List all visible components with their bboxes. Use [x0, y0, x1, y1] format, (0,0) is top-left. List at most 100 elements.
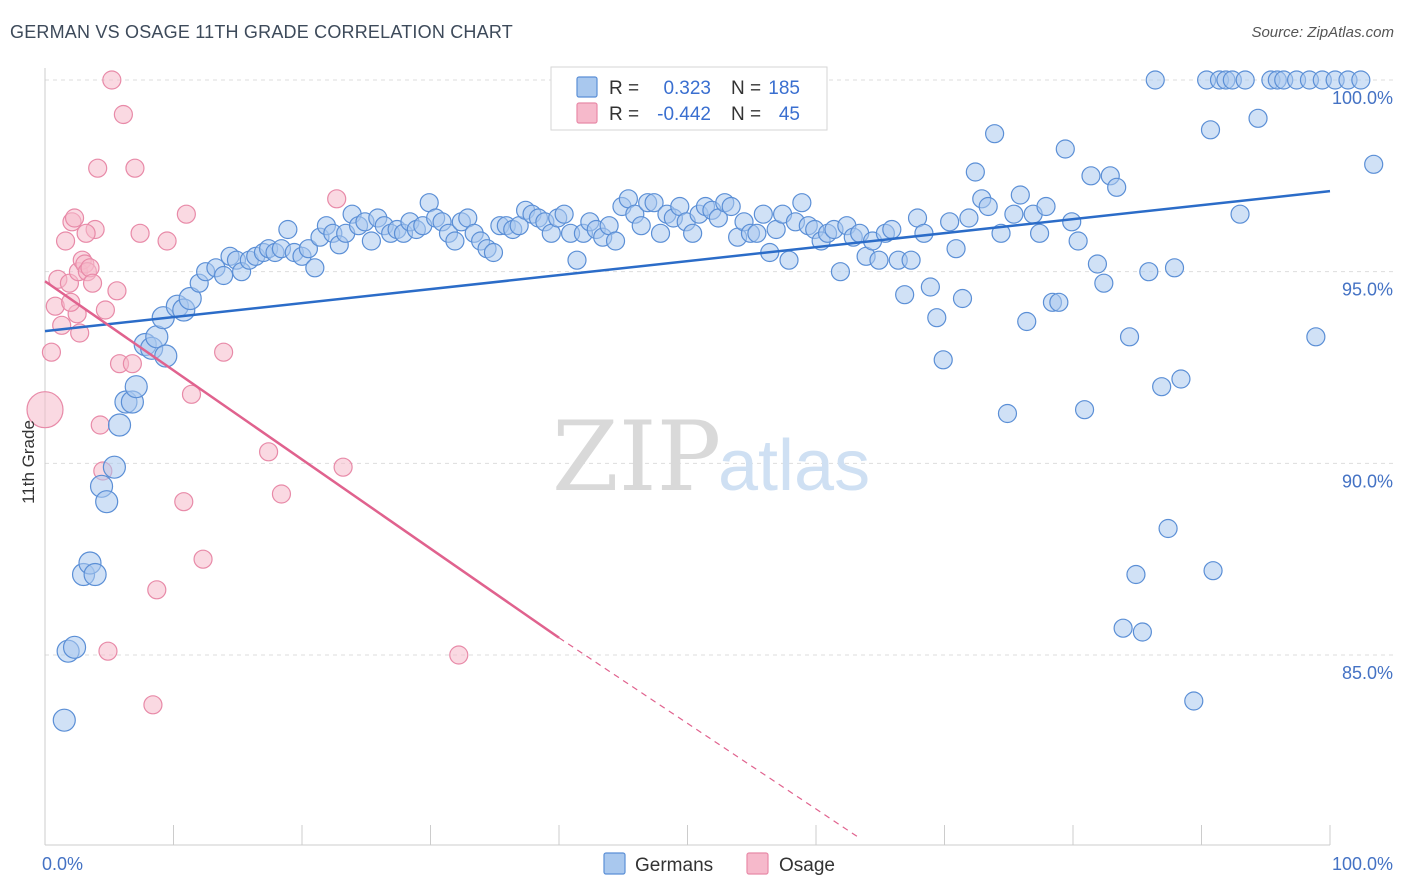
- german-point-2: [62, 635, 87, 659]
- german-point-174: [1184, 691, 1204, 711]
- osage-point-40: [333, 457, 353, 477]
- german-point-148: [1010, 185, 1030, 205]
- german-point-131: [901, 250, 921, 270]
- watermark-zip: ZIP: [552, 401, 721, 513]
- german-point-130: [895, 285, 915, 305]
- german-point-192: [1306, 327, 1326, 347]
- german-point-155: [1055, 139, 1075, 159]
- german-point-7: [95, 490, 119, 514]
- osage-point-4: [52, 315, 72, 335]
- german-point-89: [631, 216, 651, 236]
- osage-point-16: [82, 273, 103, 293]
- legend-bottom-swatch-germans: [603, 852, 626, 875]
- y-tick-label-3: 85.0%: [1342, 663, 1393, 683]
- y-tick-label-0: 100.0%: [1332, 88, 1393, 108]
- legend-r-label-germans: R =: [609, 78, 639, 99]
- legend-swatch-germans: [576, 76, 598, 98]
- german-point-137: [940, 212, 960, 232]
- german-point-5: [83, 562, 107, 587]
- osage-point-39: [327, 189, 347, 209]
- german-point-160: [1087, 254, 1108, 274]
- german-point-193: [1200, 120, 1221, 140]
- german-point-168: [1139, 262, 1159, 282]
- osage-point-30: [143, 695, 163, 715]
- german-point-170: [1152, 377, 1172, 397]
- osage-trend-line: [44, 280, 560, 639]
- german-point-146: [997, 403, 1018, 424]
- osage-point-35: [193, 549, 213, 569]
- german-point-191: [1364, 154, 1384, 174]
- osage-trend-line-extension: [558, 637, 862, 840]
- german-point-91: [644, 193, 664, 213]
- legend-bottom-label-germans: Germans: [635, 855, 713, 876]
- osage-point-43: [61, 292, 81, 312]
- german-point-107: [747, 223, 767, 243]
- osage-point-27: [122, 354, 142, 374]
- osage-point-32: [157, 231, 177, 251]
- german-point-37: [298, 239, 319, 259]
- grid-lines: [45, 79, 1393, 656]
- german-point-165: [1119, 327, 1140, 347]
- german-point-136: [933, 350, 953, 370]
- german-point-79: [567, 250, 587, 270]
- german-point-145: [991, 223, 1011, 243]
- osage-point-5: [55, 231, 76, 251]
- german-point-66: [483, 242, 504, 263]
- osage-point-19: [90, 415, 110, 435]
- axes: [44, 68, 1331, 846]
- watermark-atlas: atlas: [718, 426, 870, 506]
- german-points: [52, 70, 1384, 732]
- german-point-34: [278, 219, 298, 240]
- x-tick-label-1: 100.0%: [1332, 854, 1393, 874]
- german-point-166: [1126, 564, 1146, 585]
- osage-point-36: [214, 342, 234, 362]
- german-point-163: [1107, 177, 1127, 197]
- german-point-12: [124, 375, 148, 399]
- osage-point-29: [130, 223, 150, 243]
- osage-points: [26, 70, 469, 715]
- german-point-176: [1203, 561, 1223, 581]
- legend-n-label-osage: N =: [731, 104, 761, 125]
- german-point-138: [946, 239, 966, 259]
- y-tick-label-1: 95.0%: [1342, 280, 1393, 300]
- german-point-161: [1094, 273, 1114, 293]
- osage-point-0: [26, 391, 64, 429]
- german-point-181: [1248, 108, 1268, 128]
- osage-point-26: [113, 104, 133, 125]
- german-point-126: [869, 250, 889, 270]
- german-point-103: [721, 196, 741, 217]
- german-point-0: [52, 708, 76, 732]
- german-point-190: [1351, 70, 1371, 90]
- german-point-9: [107, 413, 132, 437]
- y-tick-label-2: 90.0%: [1342, 471, 1393, 491]
- german-point-172: [1164, 258, 1185, 278]
- german-point-38: [305, 258, 325, 278]
- german-point-180: [1235, 70, 1255, 90]
- german-point-133: [914, 223, 934, 243]
- osage-point-22: [98, 641, 118, 661]
- osage-point-41: [449, 645, 469, 665]
- legend-swatch-osage: [576, 102, 598, 124]
- osage-point-33: [174, 492, 194, 512]
- german-point-194: [1230, 204, 1250, 224]
- german-point-167: [1132, 622, 1152, 642]
- osage-point-24: [107, 281, 127, 301]
- legend-n-value-osage: 45: [779, 104, 800, 125]
- german-point-164: [1113, 618, 1133, 638]
- y-tick-labels: 100.0% 95.0% 90.0% 85.0%: [1332, 88, 1393, 683]
- german-point-171: [1158, 518, 1178, 539]
- legend-bottom-label-osage: Osage: [779, 855, 835, 876]
- german-point-128: [882, 219, 902, 240]
- german-point-173: [1171, 369, 1191, 389]
- legend-r-value-osage: -0.442: [657, 104, 711, 125]
- german-point-8: [102, 455, 126, 479]
- german-point-20: [178, 286, 202, 311]
- osage-point-1: [41, 342, 62, 362]
- german-point-139: [952, 288, 973, 309]
- german-point-120: [830, 262, 851, 282]
- trend-lines: [44, 189, 1331, 840]
- y-axis-label: 11th Grade: [19, 420, 38, 504]
- german-point-112: [779, 250, 799, 270]
- german-point-151: [1029, 223, 1050, 243]
